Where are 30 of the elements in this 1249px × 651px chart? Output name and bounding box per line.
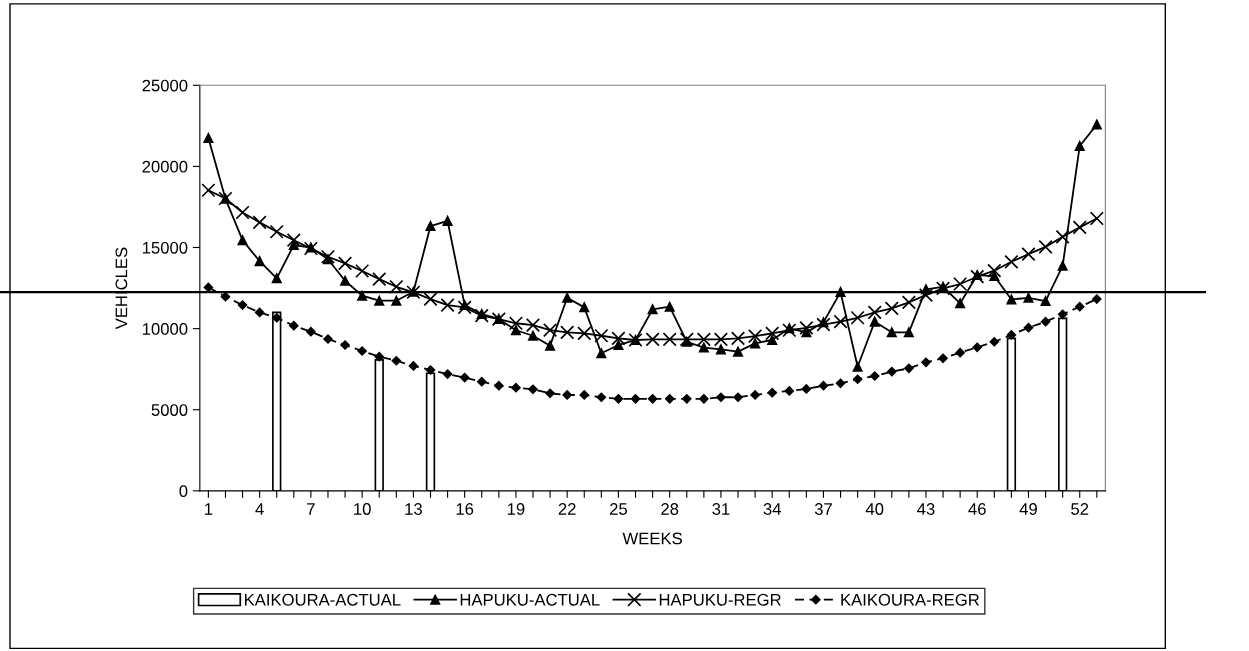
legend-label: HAPUKU-ACTUAL	[460, 593, 600, 606]
x-tick-label: 19	[507, 503, 525, 515]
y-tick-label: 5000	[151, 404, 188, 416]
x-tick-label: 22	[558, 503, 576, 515]
y-tick-label: 0	[179, 485, 188, 498]
y-tick-label: 25000	[142, 79, 188, 92]
x-tick-label: 4	[255, 503, 264, 515]
x-tick-label: 46	[968, 503, 986, 515]
x-tick-label: 31	[712, 503, 730, 515]
y-tick-label: 20000	[142, 160, 188, 173]
legend-label: KAIKOURA-REGR	[841, 593, 980, 606]
x-tick-label: 37	[814, 503, 832, 515]
x-tick-label: 43	[917, 503, 935, 515]
x-tick-label: 16	[456, 503, 474, 515]
x-tick-label: 1	[205, 503, 213, 515]
y-axis-title: VEHICLES	[115, 247, 128, 330]
x-tick-label: 49	[1019, 503, 1037, 515]
x-tick-label: 28	[661, 503, 679, 515]
x-tick-label: 34	[763, 503, 781, 515]
legend-label: HAPUKU-REGR	[659, 593, 781, 606]
y-tick-label: 15000	[142, 241, 188, 254]
legend-label: KAIKOURA-ACTUAL	[244, 593, 401, 606]
x-tick-label: 10	[354, 503, 371, 515]
x-tick-label: 40	[865, 503, 884, 515]
y-tick-label: 10000	[142, 323, 188, 335]
x-tick-label: 7	[307, 503, 315, 515]
x-axis-title: WEEKS	[622, 532, 682, 545]
x-tick-label: 13	[405, 503, 422, 515]
x-tick-label: 52	[1071, 503, 1089, 515]
x-tick-label: 25	[610, 503, 627, 515]
